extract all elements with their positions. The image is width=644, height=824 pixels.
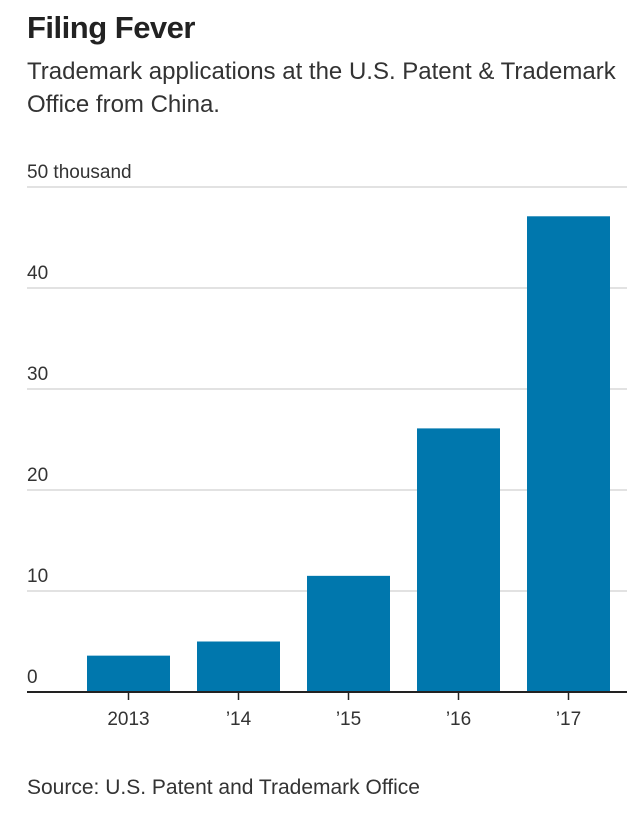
y-tick-label: 50 thousand	[27, 162, 132, 183]
y-tick-label: 40	[27, 263, 48, 284]
chart-subtitle: Trademark applications at the U.S. Paten…	[27, 58, 616, 118]
x-tick-label: ’15	[336, 709, 361, 730]
bar-’14	[197, 641, 280, 692]
x-tick-label: ’17	[556, 709, 581, 730]
bar-’15	[307, 575, 390, 692]
source-note: Source: U.S. Patent and Trademark Office	[27, 776, 420, 799]
y-tick-label: 0	[27, 667, 38, 688]
bar-’16	[417, 428, 500, 692]
y-tick-label: 20	[27, 465, 48, 486]
bar-chart: 0 10 20 30 40 50 thousand 2013 ’14 ’15 ’16 ’17	[27, 162, 627, 730]
x-tick-label: ’16	[446, 709, 471, 730]
y-tick-label: 30	[27, 364, 48, 385]
bar-2013	[87, 655, 170, 692]
y-tick-label: 10	[27, 566, 48, 587]
bar-’17	[527, 216, 610, 693]
x-tick-label: ’14	[226, 709, 252, 730]
x-tick-label: 2013	[107, 709, 149, 730]
chart-title: Filing Fever	[27, 10, 195, 45]
